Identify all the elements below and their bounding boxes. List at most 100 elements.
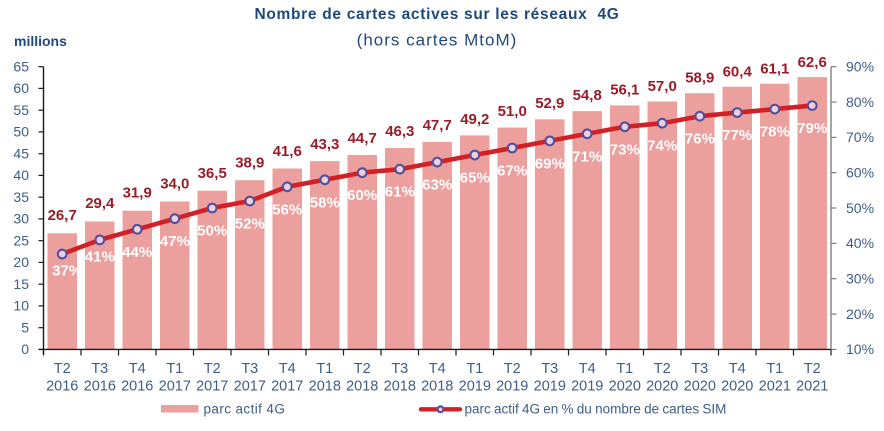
svg-text:2017: 2017	[234, 379, 266, 395]
svg-text:46,3: 46,3	[385, 123, 414, 140]
svg-text:5: 5	[21, 319, 29, 335]
svg-text:T1: T1	[166, 361, 183, 377]
svg-text:38,9: 38,9	[235, 155, 264, 172]
svg-text:56%: 56%	[272, 201, 302, 218]
svg-text:T3: T3	[91, 361, 108, 377]
svg-text:43,3: 43,3	[310, 136, 339, 153]
svg-text:41,6: 41,6	[273, 143, 302, 160]
svg-text:T1: T1	[316, 361, 333, 377]
svg-text:55: 55	[13, 102, 29, 118]
svg-text:63%: 63%	[422, 177, 452, 194]
svg-text:25: 25	[13, 232, 29, 248]
svg-text:50: 50	[13, 124, 29, 140]
svg-text:10: 10	[13, 298, 29, 314]
svg-text:2021: 2021	[759, 379, 791, 395]
svg-text:2020: 2020	[721, 379, 753, 395]
svg-text:57,0: 57,0	[648, 78, 677, 95]
svg-text:2017: 2017	[271, 379, 303, 395]
svg-text:2021: 2021	[796, 379, 828, 395]
svg-text:2016: 2016	[121, 379, 153, 395]
svg-text:parc actif 4G en % du nombre d: parc actif 4G en % du nombre de cartes S…	[465, 402, 727, 417]
svg-text:2017: 2017	[196, 379, 228, 395]
svg-text:2020: 2020	[609, 379, 641, 395]
svg-text:65%: 65%	[460, 170, 490, 187]
svg-text:T2: T2	[504, 361, 521, 377]
svg-text:79%: 79%	[797, 120, 827, 137]
svg-text:T3: T3	[391, 361, 408, 377]
svg-text:50%: 50%	[846, 200, 874, 216]
svg-text:Nombre de cartes actives sur l: Nombre de cartes actives sur les réseaux…	[254, 6, 619, 23]
svg-text:T3: T3	[541, 361, 558, 377]
svg-text:60%: 60%	[347, 187, 377, 204]
svg-text:56,1: 56,1	[610, 82, 639, 99]
svg-text:61%: 61%	[385, 184, 415, 201]
svg-text:2019: 2019	[571, 379, 603, 395]
svg-text:73%: 73%	[610, 141, 640, 158]
svg-text:T2: T2	[54, 361, 71, 377]
svg-text:40: 40	[13, 167, 29, 183]
svg-text:2018: 2018	[384, 379, 416, 395]
svg-text:74%: 74%	[647, 138, 677, 155]
svg-text:2017: 2017	[159, 379, 191, 395]
svg-text:20%: 20%	[846, 306, 874, 322]
svg-text:36,5: 36,5	[198, 165, 227, 182]
svg-text:62,6: 62,6	[798, 54, 827, 71]
svg-text:60,4: 60,4	[723, 63, 753, 80]
svg-text:52,9: 52,9	[535, 95, 564, 112]
svg-text:2019: 2019	[496, 379, 528, 395]
svg-text:51,0: 51,0	[498, 103, 527, 120]
svg-text:47,7: 47,7	[423, 117, 452, 134]
svg-text:T3: T3	[241, 361, 258, 377]
svg-text:T1: T1	[616, 361, 633, 377]
svg-text:2016: 2016	[46, 379, 78, 395]
svg-text:(hors cartes MtoM): (hors cartes MtoM)	[357, 31, 518, 50]
svg-text:0: 0	[21, 341, 29, 357]
svg-text:54,8: 54,8	[573, 87, 602, 104]
svg-text:2019: 2019	[459, 379, 491, 395]
svg-text:50%: 50%	[197, 223, 227, 240]
svg-text:T2: T2	[354, 361, 371, 377]
svg-text:T1: T1	[766, 361, 783, 377]
svg-text:71%: 71%	[572, 148, 602, 165]
svg-text:2018: 2018	[346, 379, 378, 395]
svg-text:58,9: 58,9	[685, 70, 714, 87]
svg-text:2018: 2018	[421, 379, 453, 395]
svg-text:T2: T2	[204, 361, 221, 377]
svg-text:90%: 90%	[846, 59, 874, 75]
svg-text:40%: 40%	[846, 235, 874, 251]
svg-text:10%: 10%	[846, 341, 874, 357]
svg-text:parc actif 4G: parc actif 4G	[204, 402, 286, 417]
svg-text:60: 60	[13, 80, 29, 96]
svg-text:76%: 76%	[685, 131, 715, 148]
svg-text:30: 30	[13, 211, 29, 227]
svg-text:60%: 60%	[846, 165, 874, 181]
svg-text:T1: T1	[466, 361, 483, 377]
svg-text:41%: 41%	[85, 248, 115, 265]
svg-text:77%: 77%	[722, 127, 752, 144]
svg-text:2018: 2018	[309, 379, 341, 395]
svg-text:millions: millions	[14, 33, 67, 49]
svg-text:30%: 30%	[846, 271, 874, 287]
svg-text:29,4: 29,4	[85, 195, 115, 212]
svg-text:2020: 2020	[646, 379, 678, 395]
svg-text:T4: T4	[579, 361, 596, 377]
svg-text:20: 20	[13, 254, 29, 270]
svg-text:T4: T4	[729, 361, 746, 377]
svg-text:15: 15	[13, 276, 29, 292]
svg-text:69%: 69%	[535, 155, 565, 172]
svg-text:44,7: 44,7	[348, 130, 377, 147]
svg-text:26,7: 26,7	[48, 207, 77, 224]
svg-text:61,1: 61,1	[760, 61, 789, 78]
svg-text:T2: T2	[654, 361, 671, 377]
svg-text:80%: 80%	[846, 94, 874, 110]
svg-text:65: 65	[13, 58, 29, 74]
svg-text:35: 35	[13, 189, 29, 205]
svg-text:58%: 58%	[310, 194, 340, 211]
svg-text:47%: 47%	[160, 233, 190, 250]
svg-text:2019: 2019	[534, 379, 566, 395]
svg-text:52%: 52%	[235, 216, 265, 233]
svg-text:T3: T3	[691, 361, 708, 377]
svg-text:31,9: 31,9	[123, 185, 152, 202]
svg-text:37%: 37%	[52, 263, 82, 280]
svg-text:34,0: 34,0	[160, 176, 189, 193]
